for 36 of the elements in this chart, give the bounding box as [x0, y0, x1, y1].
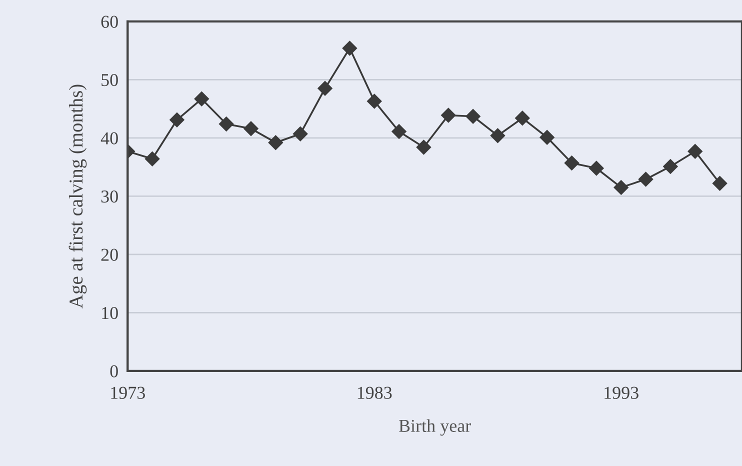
point [540, 130, 554, 145]
x-tick-label: 1973 [111, 386, 145, 399]
point [170, 112, 184, 128]
point [440, 108, 456, 123]
y-tick-label: 20 [101, 248, 118, 261]
point [144, 152, 160, 166]
point [244, 121, 258, 136]
x-tick-label: 1993 [604, 386, 638, 399]
point [366, 94, 382, 109]
point [218, 116, 234, 132]
x-tick-label: 1983 [358, 386, 392, 399]
point [318, 81, 332, 96]
point [292, 126, 308, 142]
point [515, 110, 530, 126]
point [564, 156, 580, 170]
point [614, 180, 628, 195]
y-tick-label: 0 [110, 365, 118, 378]
point [589, 160, 604, 176]
y-tick-label: 30 [101, 190, 118, 203]
point [712, 176, 728, 191]
point [688, 144, 703, 159]
y-tick-label: 60 [101, 16, 118, 28]
x-axis-title: Birth year [398, 419, 471, 436]
y-tick-label: 40 [100, 132, 118, 144]
point [638, 172, 654, 187]
point [490, 128, 506, 143]
point [392, 124, 406, 139]
point [663, 159, 678, 174]
point [466, 108, 480, 124]
point [342, 40, 358, 56]
y-tick-label: 10 [102, 306, 118, 320]
point [194, 92, 210, 106]
point [416, 140, 432, 155]
y-tick-label: 50 [102, 74, 118, 86]
y-axis-title: Age at first calving (months) [68, 84, 87, 308]
point [268, 135, 284, 150]
